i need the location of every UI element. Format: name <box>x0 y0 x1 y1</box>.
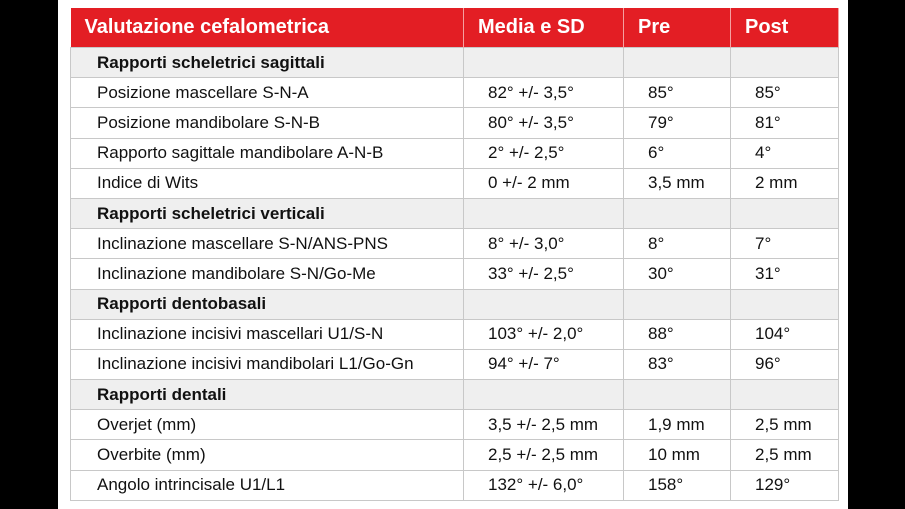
section-title: Rapporti scheletrici sagittali <box>70 46 464 79</box>
cell: 88° <box>623 318 731 350</box>
cell: Posizione mascellare S-N-A <box>70 77 464 109</box>
section-row: Rapporti scheletrici sagittali <box>70 46 839 79</box>
cell: 1,9 mm <box>623 409 731 441</box>
cell: 85° <box>730 77 839 109</box>
header-cell: Valutazione cefalometrica <box>70 8 464 48</box>
data-row: Indice di Wits 0 +/- 2 mm 3,5 mm 2 mm <box>70 167 839 199</box>
data-row: Angolo intrincisale U1/L1 132° +/- 6,0° 15… <box>70 469 839 501</box>
data-row: Posizione mandibolare S-N-B 80° +/- 3,5° 7… <box>70 107 839 139</box>
cell: Posizione mandibolare S-N-B <box>70 107 464 139</box>
empty-cell <box>463 288 624 320</box>
cell: Inclinazione mascellare S-N/ANS-PNS <box>70 228 464 260</box>
empty-cell <box>623 197 731 230</box>
data-row: Overbite (mm) 2,5 +/- 2,5 mm 10 mm 2,5 mm <box>70 439 839 471</box>
cell: 2,5 mm <box>730 439 839 471</box>
cell: 6° <box>623 137 731 169</box>
cell: 3,5 mm <box>623 167 731 199</box>
cell: 4° <box>730 137 839 169</box>
cell: 96° <box>730 348 839 381</box>
cell: 129° <box>730 469 839 501</box>
empty-cell <box>730 197 839 230</box>
empty-cell <box>730 288 839 320</box>
cell: 94° +/- 7° <box>463 348 624 381</box>
cell: Indice di Wits <box>70 167 464 199</box>
cell: Rapporto sagittale mandibolare A-N-B <box>70 137 464 169</box>
header-cell: Pre <box>623 8 731 48</box>
data-row: Inclinazione incisivi mandibolari L1/Go-… <box>70 348 839 381</box>
section-row: Rapporti dentali <box>70 379 839 411</box>
section-title: Rapporti dentali <box>70 379 464 411</box>
section-title: Rapporti scheletrici verticali <box>70 197 464 230</box>
section-row: Rapporti dentobasali <box>70 288 839 320</box>
page: Valutazione cefalometrica Media e SD Pre Po… <box>58 0 848 509</box>
header-cell: Post <box>730 8 839 48</box>
cell: Overbite (mm) <box>70 439 464 471</box>
empty-cell <box>463 46 624 79</box>
empty-cell <box>623 379 731 411</box>
cell: 2,5 +/- 2,5 mm <box>463 439 624 471</box>
header-cell: Media e SD <box>463 8 624 48</box>
empty-cell <box>623 288 731 320</box>
cell: 33° +/- 2,5° <box>463 258 624 290</box>
cell: 82° +/- 3,5° <box>463 77 624 109</box>
cell: 158° <box>623 469 731 501</box>
cell: 2° +/- 2,5° <box>463 137 624 169</box>
cell: 7° <box>730 228 839 260</box>
data-row: Rapporto sagittale mandibolare A-N-B 2° +… <box>70 137 839 169</box>
section-title: Rapporti dentobasali <box>70 288 464 320</box>
cell: 30° <box>623 258 731 290</box>
cell: Angolo intrincisale U1/L1 <box>70 469 464 501</box>
cell: 104° <box>730 318 839 350</box>
cell: 79° <box>623 107 731 139</box>
empty-cell <box>730 379 839 411</box>
cell: 8° +/- 3,0° <box>463 228 624 260</box>
cell: 2,5 mm <box>730 409 839 441</box>
cell: Inclinazione incisivi mascellari U1/S-N <box>70 318 464 350</box>
cell: 81° <box>730 107 839 139</box>
cell: 132° +/- 6,0° <box>463 469 624 501</box>
empty-cell <box>463 379 624 411</box>
cell: 0 +/- 2 mm <box>463 167 624 199</box>
cell: 85° <box>623 77 731 109</box>
data-row: Inclinazione incisivi mascellari U1/S-N 1… <box>70 318 839 350</box>
cell: 31° <box>730 258 839 290</box>
cell: Inclinazione mandibolare S-N/Go-Me <box>70 258 464 290</box>
section-row: Rapporti scheletrici verticali <box>70 197 839 230</box>
empty-cell <box>623 46 731 79</box>
cell: 10 mm <box>623 439 731 471</box>
data-row: Inclinazione mandibolare S-N/Go-Me 33° +/… <box>70 258 839 290</box>
cell: 80° +/- 3,5° <box>463 107 624 139</box>
cell: Inclinazione incisivi mandibolari L1/Go-… <box>70 348 464 381</box>
cell: 103° +/- 2,0° <box>463 318 624 350</box>
cell: 8° <box>623 228 731 260</box>
cell: 83° <box>623 348 731 381</box>
data-row: Overjet (mm) 3,5 +/- 2,5 mm 1,9 mm 2,5 mm <box>70 409 839 441</box>
empty-cell <box>730 46 839 79</box>
empty-cell <box>463 197 624 230</box>
cell: 2 mm <box>730 167 839 199</box>
cephalometric-table: Valutazione cefalometrica Media e SD Pre Po… <box>70 8 839 501</box>
header-row: Valutazione cefalometrica Media e SD Pre Po… <box>70 8 839 48</box>
cell: 3,5 +/- 2,5 mm <box>463 409 624 441</box>
data-row: Posizione mascellare S-N-A 82° +/- 3,5° 85… <box>70 77 839 109</box>
data-row: Inclinazione mascellare S-N/ANS-PNS 8° +/… <box>70 228 839 260</box>
cell: Overjet (mm) <box>70 409 464 441</box>
